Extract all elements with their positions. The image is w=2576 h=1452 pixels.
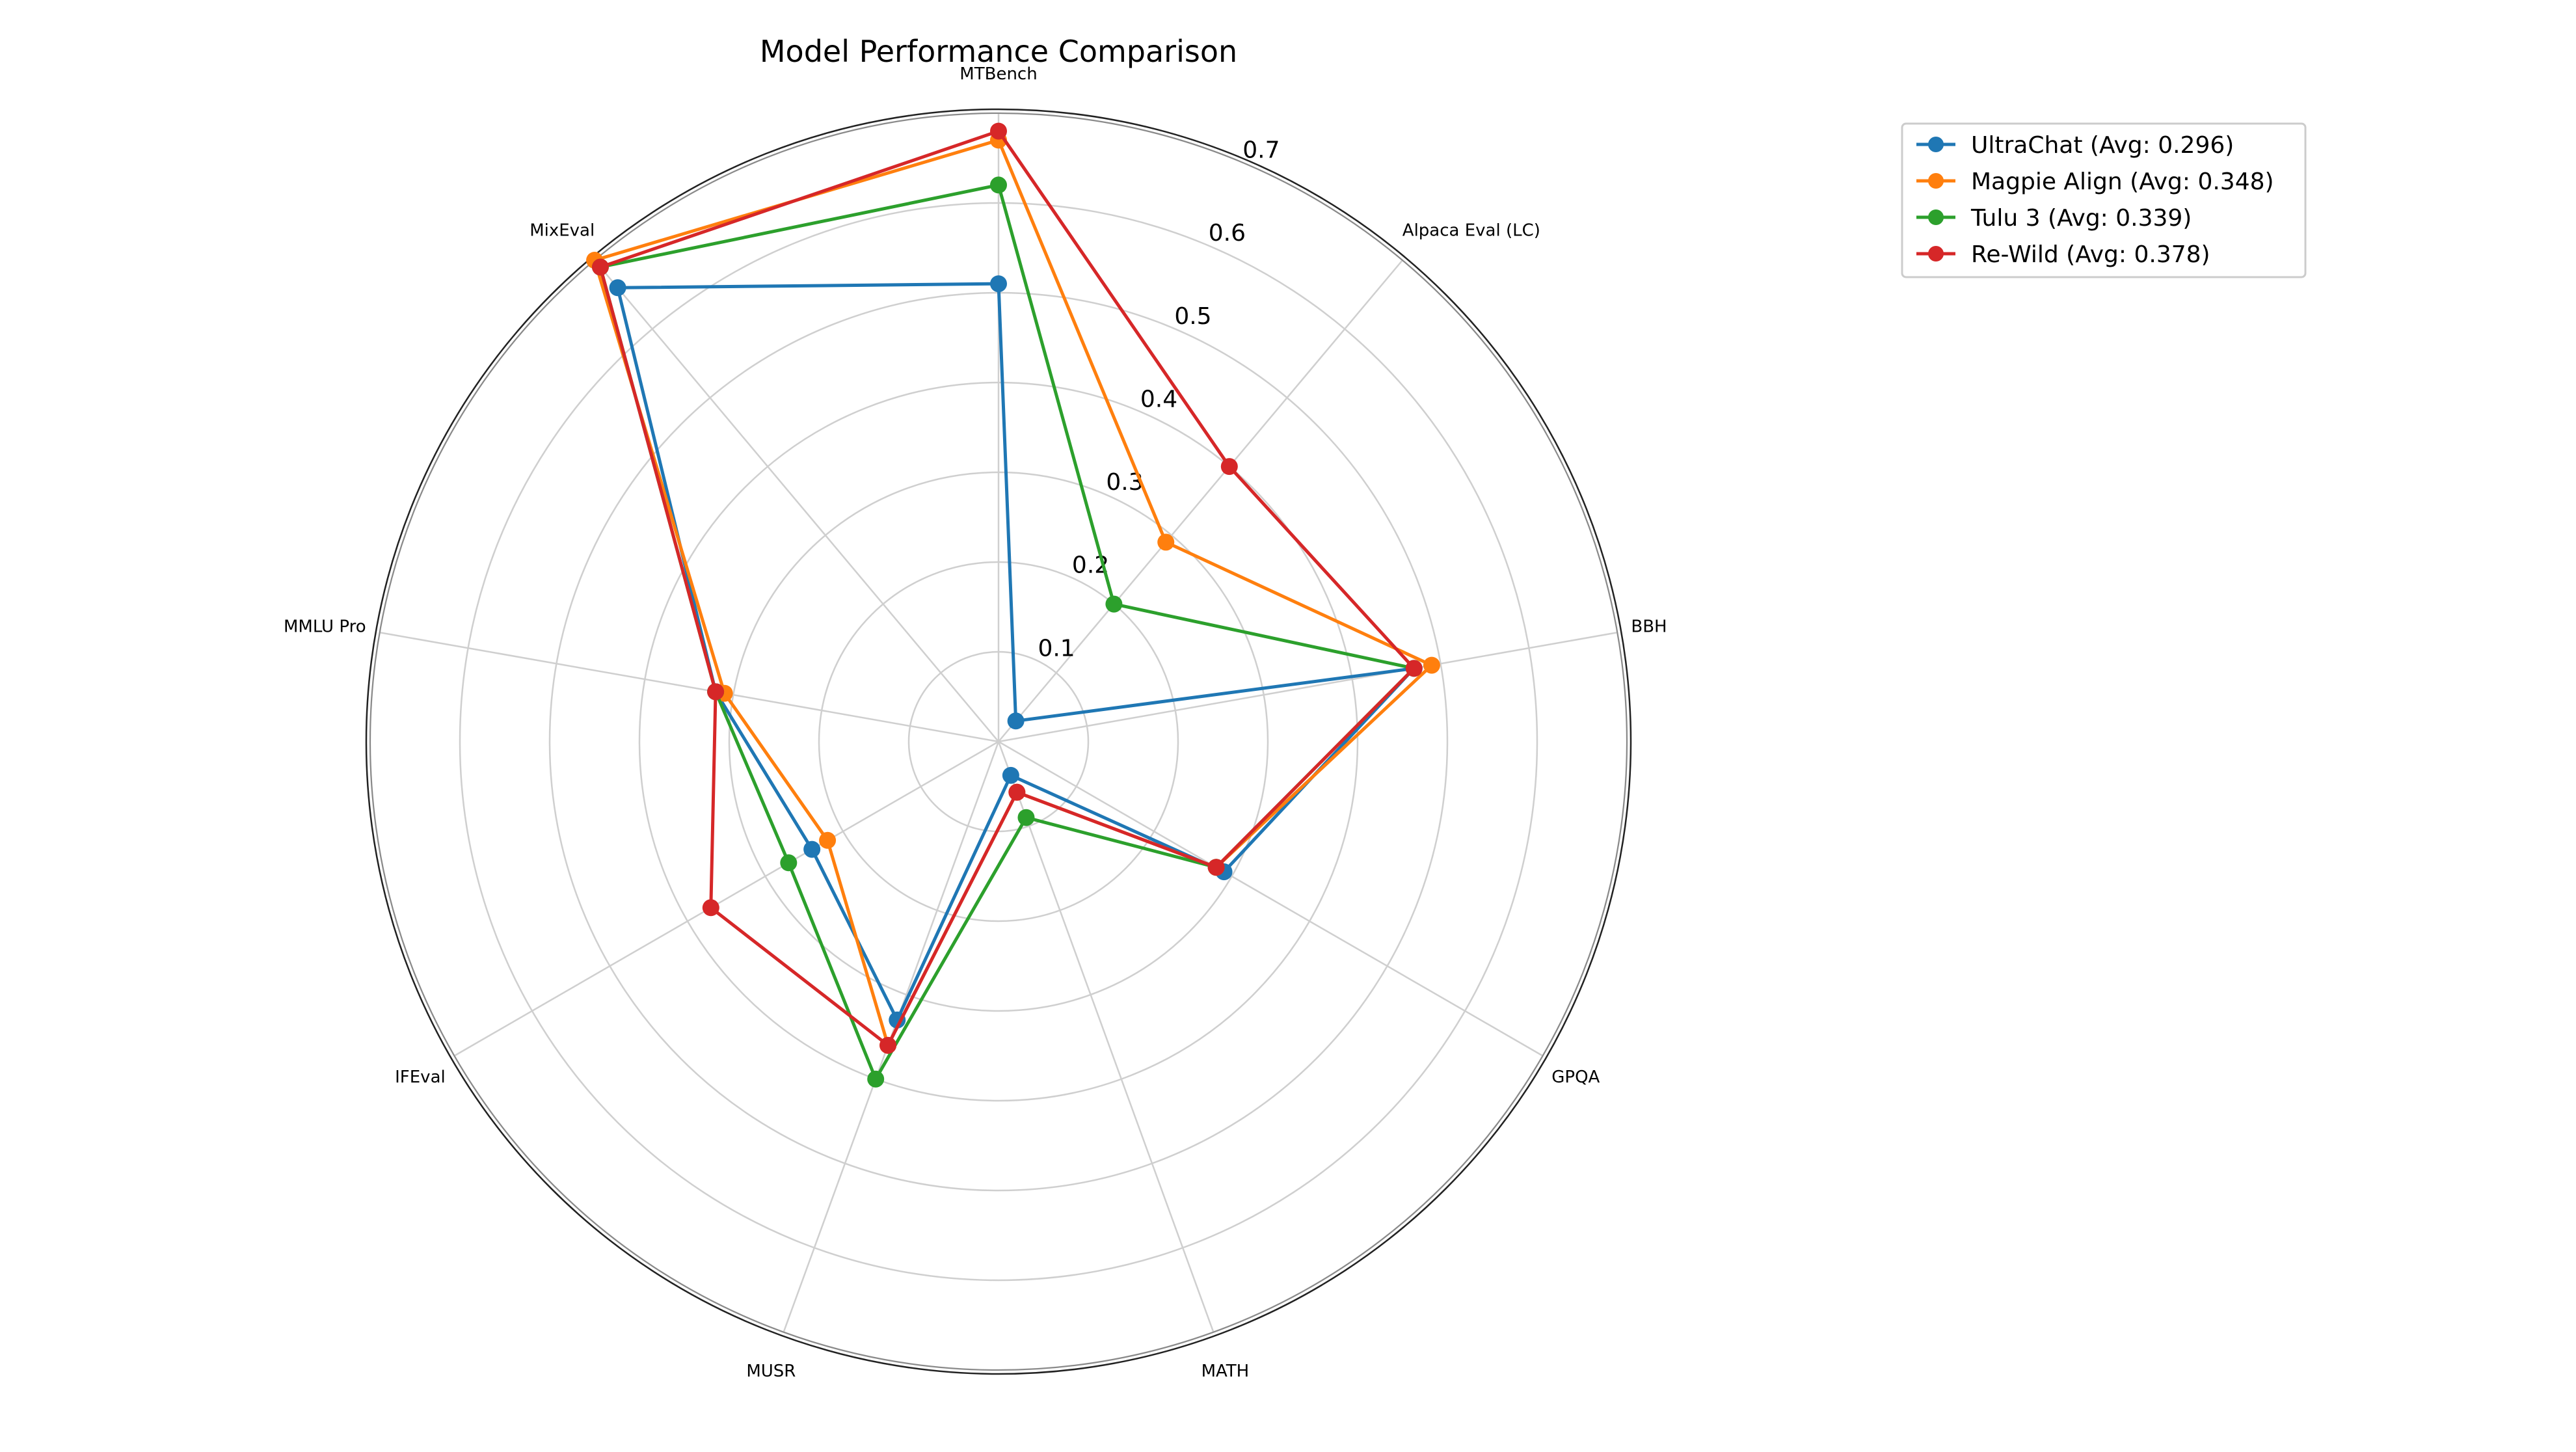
data-point — [1157, 533, 1175, 551]
category-label: MATH — [1201, 1362, 1250, 1381]
category-labels: MTBench Alpaca Eval (LC) BBH GPQA MATH MUSR IF… — [284, 64, 1667, 1381]
polar-grid — [365, 108, 1632, 1375]
category-label: Alpaca Eval (LC) — [1402, 221, 1540, 241]
legend-label: Tulu 3 (Avg: 0.339) — [1970, 205, 2192, 232]
grid-spoke — [998, 740, 1544, 1057]
legend-marker — [1928, 246, 1944, 262]
category-label: GPQA — [1551, 1068, 1600, 1087]
series-2 — [591, 176, 1423, 1088]
radial-tick-label: 0.4 — [1140, 386, 1177, 412]
legend-marker — [1928, 173, 1944, 189]
category-label: IFEval — [395, 1068, 446, 1087]
series-line — [593, 138, 1434, 1047]
data-point — [1105, 595, 1123, 613]
data-point — [990, 176, 1007, 194]
legend-frame — [1901, 122, 2307, 278]
radial-tick-label: 0.1 — [1038, 635, 1075, 662]
grid-spoke — [997, 741, 1214, 1333]
data-point — [591, 258, 609, 276]
data-point — [609, 279, 626, 297]
data-point — [702, 899, 719, 917]
legend-item: Tulu 3 (Avg: 0.339) — [1916, 205, 2192, 232]
category-label: BBH — [1631, 617, 1667, 636]
legend-marker — [1928, 137, 1944, 152]
data-point — [1207, 859, 1225, 876]
data-point — [1220, 458, 1238, 476]
chart-title: Model Performance Comparison — [760, 34, 1237, 69]
data-point — [1002, 766, 1019, 784]
legend-label: Magpie Align (Avg: 0.348) — [1971, 168, 2274, 195]
data-point — [707, 683, 725, 701]
series-layer — [586, 122, 1440, 1088]
legend-item: Re-Wild (Avg: 0.378) — [1916, 241, 2210, 268]
data-point — [780, 854, 798, 872]
data-point — [1423, 656, 1440, 674]
radial-tick-label: 0.7 — [1242, 137, 1280, 164]
data-point — [803, 840, 821, 858]
grid-spoke — [379, 632, 999, 743]
legend-label: UltraChat (Avg: 0.296) — [1971, 132, 2234, 159]
data-point — [819, 831, 837, 849]
series-line — [598, 129, 1416, 1047]
data-point — [990, 275, 1007, 293]
series-3 — [591, 122, 1423, 1054]
data-point — [990, 122, 1007, 140]
data-point — [1007, 712, 1025, 730]
legend-label: Re-Wild (Avg: 0.378) — [1971, 241, 2210, 268]
data-point — [879, 1036, 897, 1054]
legend: UltraChat (Avg: 0.296) Magpie Align (Avg:… — [1901, 122, 2307, 278]
grid-spoke — [998, 260, 1403, 742]
category-label: MUSR — [746, 1362, 796, 1381]
data-point — [1017, 809, 1035, 826]
data-point — [1008, 783, 1026, 801]
category-label: MixEval — [530, 221, 595, 241]
series-line — [598, 183, 1416, 1081]
outer-frame — [365, 108, 1632, 1375]
outer-frame-inner — [369, 113, 1628, 1371]
grid-spoke — [453, 740, 999, 1057]
data-point — [867, 1070, 885, 1088]
radial-tick-label: 0.6 — [1209, 220, 1246, 247]
grid-spoke — [998, 632, 1618, 743]
radial-tick-label: 0.5 — [1174, 303, 1211, 330]
category-label: MTBench — [959, 64, 1037, 84]
legend-marker — [1928, 209, 1944, 225]
data-point — [1405, 660, 1423, 677]
series-line — [616, 282, 1416, 1022]
category-label: MMLU Pro — [284, 617, 366, 636]
legend-item: Magpie Align (Avg: 0.348) — [1916, 168, 2274, 195]
legend-item: UltraChat (Avg: 0.296) — [1916, 132, 2234, 159]
radial-tick-labels: 0.10.20.30.40.50.60.7 — [1038, 137, 1280, 662]
grid-spoke — [594, 260, 999, 742]
